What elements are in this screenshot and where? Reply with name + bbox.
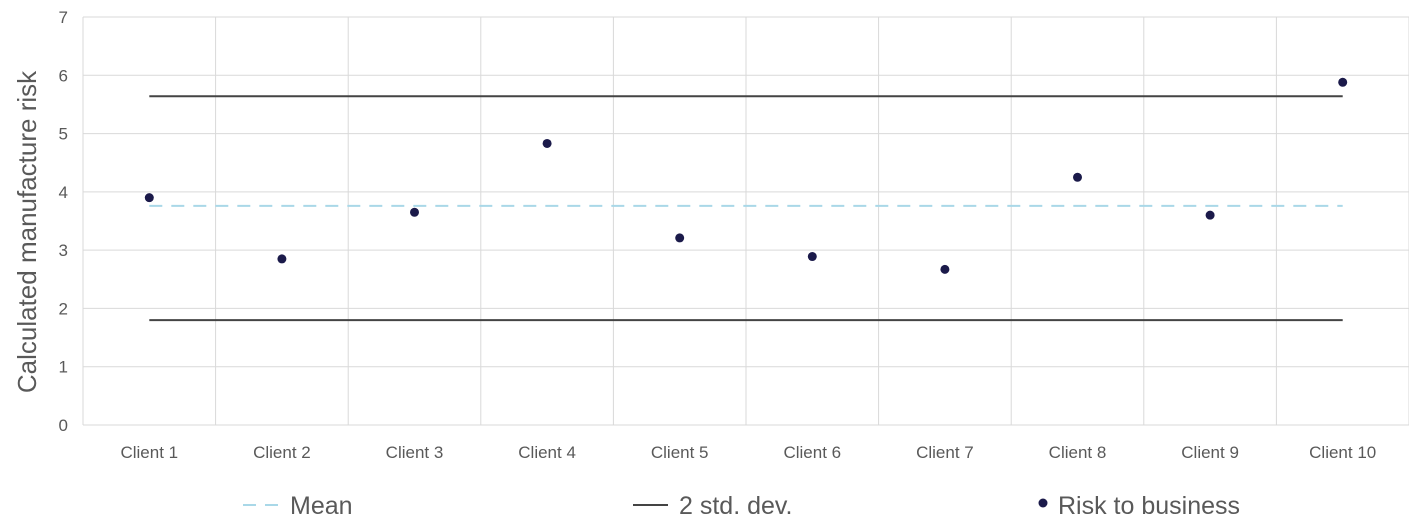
risk-point	[542, 138, 552, 148]
risk-point	[277, 254, 287, 264]
y-axis-title: Calculated manufacture risk	[12, 70, 42, 393]
legend-risk-swatch	[1038, 498, 1048, 508]
legend-mean-label: Mean	[290, 492, 353, 516]
x-tick-label: Client 6	[783, 443, 841, 462]
x-tick-label: Client 2	[253, 443, 311, 462]
risk-point	[940, 264, 950, 274]
axes: 0 1 2 3 4 5 6 7 Client 1 Client 2 Client 3 Client 4…	[59, 8, 1377, 462]
reference-lines	[149, 95, 1343, 322]
x-tick-label: Client 9	[1181, 443, 1239, 462]
data-points	[144, 77, 1348, 274]
x-tick-label: Client 7	[916, 443, 974, 462]
risk-point	[410, 207, 419, 217]
y-tick-label: 3	[59, 241, 68, 260]
x-tick-label: Client 3	[386, 443, 444, 462]
y-tick-label: 5	[59, 125, 68, 144]
x-tick-label: Client 10	[1309, 443, 1376, 462]
grid	[82, 16, 1409, 426]
legend-risk-label: Risk to business	[1058, 492, 1240, 516]
x-tick-label: Client 5	[651, 443, 709, 462]
risk-point	[144, 193, 154, 203]
risk-point	[807, 252, 817, 262]
x-tick-label: Client 4	[518, 443, 576, 462]
risk-point	[675, 233, 685, 243]
y-tick-label: 6	[59, 66, 68, 85]
risk-point	[1338, 77, 1348, 87]
y-tick-label: 2	[59, 299, 68, 318]
y-tick-label: 7	[59, 8, 68, 27]
x-tick-label: Client 8	[1049, 443, 1107, 462]
legend: Mean 2 std. dev. Risk to business	[243, 492, 1240, 520]
x-tick-label: Client 1	[120, 443, 178, 462]
y-tick-label: 0	[59, 416, 68, 435]
legend-std-dev-label: 2 std. dev.	[679, 492, 793, 516]
risk-point	[1073, 172, 1082, 182]
y-tick-label: 4	[59, 183, 68, 202]
risk-point	[1205, 210, 1215, 220]
y-tick-label: 1	[59, 358, 68, 377]
